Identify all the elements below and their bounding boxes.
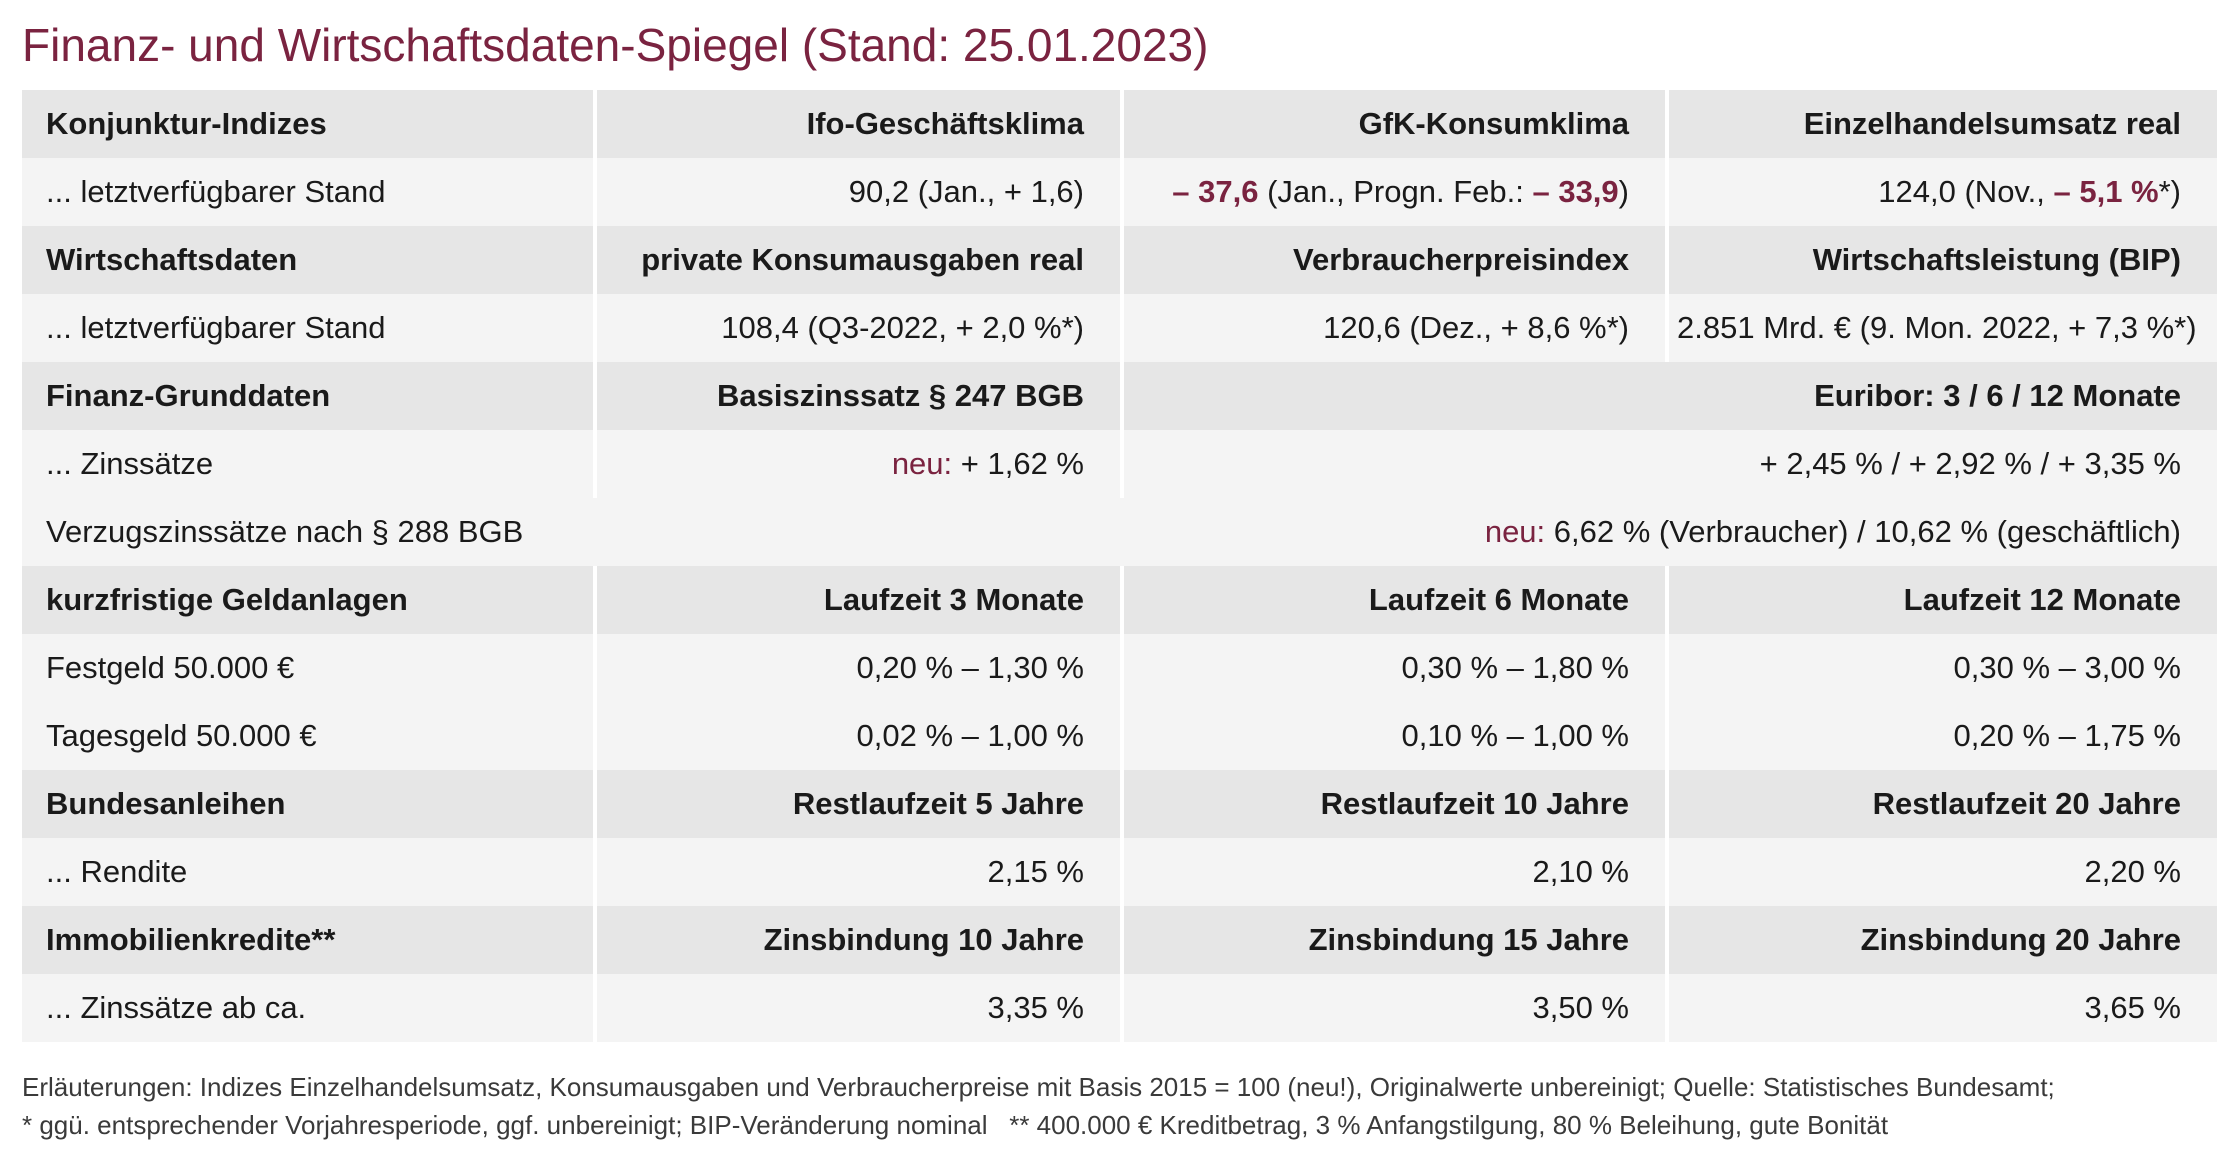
table-cell: 0,10 % – 1,00 %: [1120, 702, 1667, 770]
verzugszins-value: 6,62 % (Verbraucher) / 10,62 % (geschäft…: [1545, 514, 2181, 549]
table-header-row: Konjunktur-Indizes Ifo-Geschäftsklima Gf…: [22, 90, 2217, 158]
column-header: private Konsumausgaben real: [593, 226, 1122, 294]
basiszins-value: + 1,62 %: [952, 446, 1084, 481]
ifo-value: 90,2 (Jan., + 1,6): [593, 158, 1122, 226]
column-header: Basiszinssatz § 247 BGB: [593, 362, 1122, 430]
row-label: Verzugszinssätze nach § 288 BGB: [22, 498, 595, 566]
table-row: ... Zinssätze ab ca. 3,35 % 3,50 % 3,65 …: [22, 974, 2217, 1042]
table-cell: 120,6 (Dez., + 8,6 %*): [1120, 294, 1667, 362]
table-cell: 3,35 %: [593, 974, 1122, 1042]
footnote-line: Erläuterungen: Indizes Einzelhandelsumsa…: [22, 1072, 2055, 1102]
verzugszins-cell: neu: 6,62 % (Verbraucher) / 10,62 % (ges…: [595, 498, 2217, 566]
row-label: ... Zinssätze ab ca.: [22, 974, 595, 1042]
table-cell: 0,20 % – 1,75 %: [1665, 702, 2217, 770]
table-cell: 0,20 % – 1,30 %: [593, 634, 1122, 702]
euribor-value: + 2,45 % / + 2,92 % / + 3,35 %: [1120, 430, 2217, 498]
column-header: Laufzeit 12 Monate: [1665, 566, 2217, 634]
footnotes: Erläuterungen: Indizes Einzelhandelsumsa…: [22, 1068, 2055, 1144]
table-header-row: kurzfristige Geldanlagen Laufzeit 3 Mona…: [22, 566, 2217, 634]
einzelhandel-value: 124,0 (Nov.,: [1878, 174, 2054, 209]
table-row: ... Rendite 2,15 % 2,10 % 2,20 %: [22, 838, 2217, 906]
column-header: Ifo-Geschäftsklima: [593, 90, 1122, 158]
new-marker: neu:: [1484, 514, 1546, 549]
column-header: Restlaufzeit 10 Jahre: [1120, 770, 1667, 838]
column-header: GfK-Konsumklima: [1120, 90, 1667, 158]
gfk-value: – 37,6: [1172, 174, 1259, 209]
einzelhandel-end: *): [2158, 174, 2181, 209]
basiszins-cell: neu: + 1,62 %: [593, 430, 1122, 498]
gfk-detail: (Jan., Progn. Feb.:: [1258, 174, 1533, 209]
table-header-row: Finanz-Grunddaten Basiszinssatz § 247 BG…: [22, 362, 2217, 430]
gfk-end: ): [1618, 174, 1629, 209]
table-row: Verzugszinssätze nach § 288 BGB neu: 6,6…: [22, 498, 2217, 566]
data-table: Konjunktur-Indizes Ifo-Geschäftsklima Gf…: [22, 90, 2217, 1042]
section-label-finanz: Finanz-Grunddaten: [22, 362, 595, 430]
row-label: Festgeld 50.000 €: [22, 634, 595, 702]
section-label-kredite: Immobilienkredite**: [22, 906, 595, 974]
table-row: ... letztverfügbarer Stand 108,4 (Q3-202…: [22, 294, 2217, 362]
section-label-wirtschaft: Wirtschaftsdaten: [22, 226, 595, 294]
table-cell: 0,30 % – 1,80 %: [1120, 634, 1667, 702]
column-header: Zinsbindung 15 Jahre: [1120, 906, 1667, 974]
footnote-line: * ggü. entsprechender Vorjahresperiode, …: [22, 1110, 1889, 1140]
table-cell: 3,65 %: [1665, 974, 2217, 1042]
table-cell: 2,10 %: [1120, 838, 1667, 906]
table-row: ... letztverfügbarer Stand 90,2 (Jan., +…: [22, 158, 2217, 226]
table-cell: 0,30 % – 3,00 %: [1665, 634, 2217, 702]
row-label: Tagesgeld 50.000 €: [22, 702, 595, 770]
table-row: ... Zinssätze neu: + 1,62 % + 2,45 % / +…: [22, 430, 2217, 498]
table-cell: 3,50 %: [1120, 974, 1667, 1042]
table-header-row: Immobilienkredite** Zinsbindung 10 Jahre…: [22, 906, 2217, 974]
einzelhandel-value-cell: 124,0 (Nov., – 5,1 %*): [1665, 158, 2217, 226]
table-header-row: Bundesanleihen Restlaufzeit 5 Jahre Rest…: [22, 770, 2217, 838]
einzelhandel-change: – 5,1 %: [2053, 174, 2159, 209]
section-label-geldanlagen: kurzfristige Geldanlagen: [22, 566, 595, 634]
table-cell: 0,02 % – 1,00 %: [593, 702, 1122, 770]
gfk-value-cell: – 37,6 (Jan., Progn. Feb.: – 33,9): [1120, 158, 1667, 226]
table-cell: 2.851 Mrd. € (9. Mon. 2022, + 7,3 %*): [1665, 294, 2217, 362]
row-label: ... Zinssätze: [22, 430, 595, 498]
column-header: Laufzeit 6 Monate: [1120, 566, 1667, 634]
table-header-row: Wirtschaftsdaten private Konsumausgaben …: [22, 226, 2217, 294]
new-marker: neu:: [891, 446, 953, 481]
table-row: Tagesgeld 50.000 € 0,02 % – 1,00 % 0,10 …: [22, 702, 2217, 770]
table-cell: 2,15 %: [593, 838, 1122, 906]
column-header: Euribor: 3 / 6 / 12 Monate: [1120, 362, 2217, 430]
section-label-konjunktur: Konjunktur-Indizes: [22, 90, 595, 158]
column-header: Wirtschaftsleistung (BIP): [1665, 226, 2217, 294]
column-header: Restlaufzeit 5 Jahre: [593, 770, 1122, 838]
column-header: Restlaufzeit 20 Jahre: [1665, 770, 2217, 838]
table-row: Festgeld 50.000 € 0,20 % – 1,30 % 0,30 %…: [22, 634, 2217, 702]
column-header: Laufzeit 3 Monate: [593, 566, 1122, 634]
column-header: Einzelhandelsumsatz real: [1665, 90, 2217, 158]
column-header: Zinsbindung 10 Jahre: [593, 906, 1122, 974]
column-header: Verbraucherpreisindex: [1120, 226, 1667, 294]
table-cell: 2,20 %: [1665, 838, 2217, 906]
row-label: ... letztverfügbarer Stand: [22, 158, 595, 226]
row-label: ... Rendite: [22, 838, 595, 906]
section-label-anleihen: Bundesanleihen: [22, 770, 595, 838]
column-header: Zinsbindung 20 Jahre: [1665, 906, 2217, 974]
table-cell: 108,4 (Q3-2022, + 2,0 %*): [593, 294, 1122, 362]
gfk-prognosis: – 33,9: [1532, 174, 1619, 209]
page-title: Finanz- und Wirtschaftsdaten-Spiegel (St…: [22, 19, 1209, 71]
row-label: ... letztverfügbarer Stand: [22, 294, 595, 362]
